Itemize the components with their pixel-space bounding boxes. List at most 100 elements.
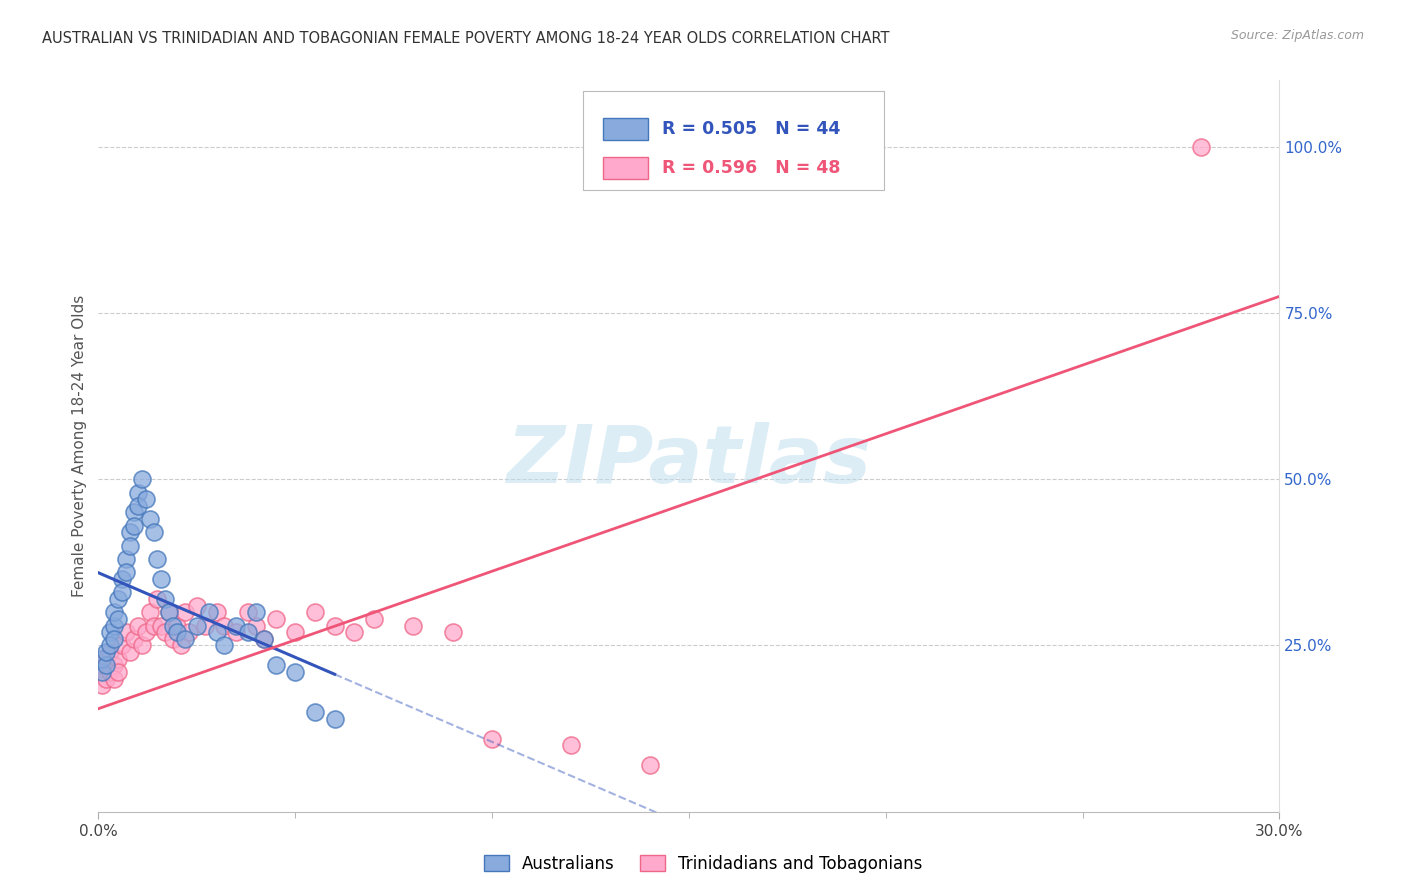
Text: Source: ZipAtlas.com: Source: ZipAtlas.com xyxy=(1230,29,1364,42)
FancyBboxPatch shape xyxy=(603,157,648,178)
Point xyxy=(225,625,247,640)
Point xyxy=(98,625,121,640)
Point xyxy=(115,552,138,566)
Point xyxy=(166,625,188,640)
Point xyxy=(127,485,149,500)
Point xyxy=(284,665,307,679)
Point xyxy=(162,632,184,646)
Point xyxy=(131,472,153,486)
Point xyxy=(115,566,138,580)
Point xyxy=(245,618,267,632)
Point xyxy=(236,605,259,619)
Point xyxy=(127,499,149,513)
Point xyxy=(122,506,145,520)
Point xyxy=(118,539,141,553)
Point xyxy=(343,625,366,640)
Point xyxy=(264,658,287,673)
Point xyxy=(214,639,236,653)
Point xyxy=(166,618,188,632)
Point xyxy=(107,612,129,626)
Point xyxy=(122,632,145,646)
Point xyxy=(214,618,236,632)
Point xyxy=(118,645,141,659)
Point xyxy=(157,605,180,619)
Point xyxy=(127,618,149,632)
Point xyxy=(304,705,326,719)
Text: R = 0.505   N = 44: R = 0.505 N = 44 xyxy=(662,120,841,138)
Point xyxy=(253,632,276,646)
Point xyxy=(205,605,228,619)
Point xyxy=(481,731,503,746)
Point xyxy=(138,605,160,619)
Point xyxy=(96,658,118,673)
Point xyxy=(1189,140,1212,154)
Legend: Australians, Trinidadians and Tobagonians: Australians, Trinidadians and Tobagonian… xyxy=(477,848,929,880)
Point xyxy=(253,632,276,646)
Point xyxy=(96,652,118,666)
Point xyxy=(115,625,138,640)
Point xyxy=(186,618,208,632)
FancyBboxPatch shape xyxy=(582,91,884,190)
Text: ZIPatlas: ZIPatlas xyxy=(506,422,872,500)
Point xyxy=(284,625,307,640)
Point xyxy=(96,672,118,686)
Point xyxy=(146,552,169,566)
Text: AUSTRALIAN VS TRINIDADIAN AND TOBAGONIAN FEMALE POVERTY AMONG 18-24 YEAR OLDS CO: AUSTRALIAN VS TRINIDADIAN AND TOBAGONIAN… xyxy=(42,31,890,46)
Point xyxy=(150,572,173,586)
Point xyxy=(197,605,219,619)
Point xyxy=(304,605,326,619)
Point xyxy=(323,618,346,632)
Point xyxy=(135,625,157,640)
Point xyxy=(638,758,661,772)
Point xyxy=(142,525,165,540)
Point xyxy=(170,639,193,653)
Point xyxy=(402,618,425,632)
Point xyxy=(225,618,247,632)
Point xyxy=(363,612,385,626)
Point xyxy=(98,665,121,679)
Point xyxy=(236,625,259,640)
Point xyxy=(245,605,267,619)
Point xyxy=(122,518,145,533)
Point xyxy=(111,572,134,586)
FancyBboxPatch shape xyxy=(603,119,648,140)
Point xyxy=(107,665,129,679)
Point xyxy=(96,645,118,659)
Point xyxy=(98,645,121,659)
Point xyxy=(174,605,197,619)
Point xyxy=(103,618,125,632)
Point xyxy=(111,639,134,653)
Point xyxy=(142,618,165,632)
Point xyxy=(560,738,582,752)
Point xyxy=(107,591,129,606)
Point xyxy=(441,625,464,640)
Point xyxy=(103,672,125,686)
Point xyxy=(91,652,114,666)
Point xyxy=(146,591,169,606)
Point xyxy=(111,585,134,599)
Point xyxy=(150,618,173,632)
Point xyxy=(135,492,157,507)
Point xyxy=(103,605,125,619)
Text: R = 0.596   N = 48: R = 0.596 N = 48 xyxy=(662,159,841,177)
Point xyxy=(186,599,208,613)
Point xyxy=(103,632,125,646)
Point xyxy=(91,658,114,673)
Point xyxy=(91,665,114,679)
Point xyxy=(157,605,180,619)
Point xyxy=(194,618,217,632)
Point xyxy=(91,678,114,692)
Point xyxy=(131,639,153,653)
Point xyxy=(138,512,160,526)
Point xyxy=(162,618,184,632)
Point xyxy=(155,591,177,606)
Point xyxy=(323,712,346,726)
Point xyxy=(98,639,121,653)
Y-axis label: Female Poverty Among 18-24 Year Olds: Female Poverty Among 18-24 Year Olds xyxy=(72,295,87,597)
Point xyxy=(264,612,287,626)
Point xyxy=(174,632,197,646)
Point xyxy=(107,652,129,666)
Point xyxy=(177,625,200,640)
Point xyxy=(205,625,228,640)
Point xyxy=(118,525,141,540)
